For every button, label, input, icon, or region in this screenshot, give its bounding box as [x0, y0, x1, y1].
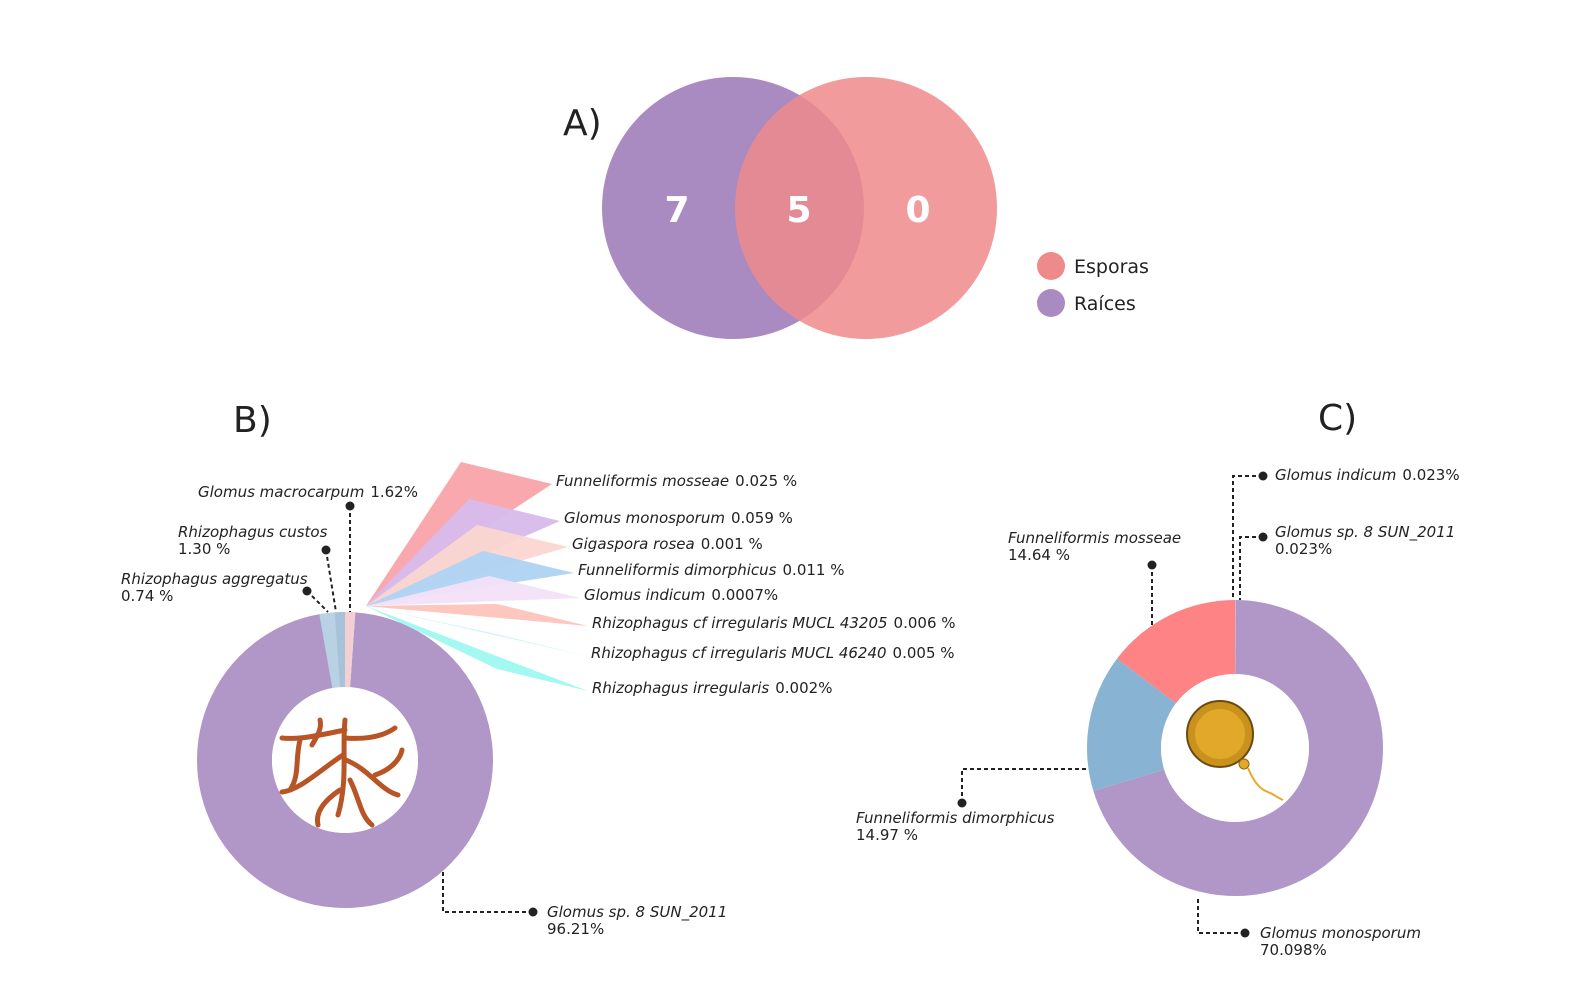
leader-dot — [302, 586, 312, 596]
donut-slice — [1117, 600, 1235, 704]
slice-name: Rhizophagus irregularis — [592, 679, 769, 697]
slice-name: Glomus indicum — [584, 586, 705, 604]
donut-slice — [196, 612, 493, 909]
slice-label: Rhizophagus cf irregularis MUCL 46240 0.0… — [591, 644, 955, 662]
panel-label: B) — [233, 400, 272, 441]
roots-icon — [279, 717, 405, 828]
slice-label: Gigaspora rosea 0.001 % — [572, 535, 763, 553]
slice-name: Rhizophagus cf irregularis MUCL 46240 — [591, 644, 887, 662]
slice-label: Rhizophagus cf irregularis MUCL 43205 0.0… — [592, 614, 956, 632]
slice-label: Glomus indicum 0.0007% — [584, 586, 778, 604]
callout-fan — [366, 551, 574, 606]
small-slices — [334, 612, 345, 688]
slice-name: Funneliformis mosseae — [556, 472, 729, 490]
slice-value: 0.023% — [1402, 466, 1459, 484]
leader-line — [306, 590, 329, 613]
panel-label: C) — [1318, 398, 1357, 439]
slice-name: Rhizophagus cf irregularis MUCL 43205 — [592, 614, 888, 632]
slice-value: 0.025 % — [735, 472, 797, 490]
leader-dot — [321, 545, 331, 555]
slice-value: 0.74 % — [121, 587, 173, 605]
leader-dot — [1147, 560, 1157, 570]
slice-name: Funneliformis mosseae — [1008, 529, 1181, 547]
slice-value: 0.005 % — [893, 644, 955, 662]
slice-value: 0.0007% — [711, 586, 778, 604]
slice-name: Glomus sp. 8 SUN_2011 — [547, 903, 727, 922]
slice-name: Funneliformis dimorphicus — [578, 561, 777, 579]
donut-slice — [1093, 600, 1384, 896]
slice-value: 0.001 % — [701, 535, 763, 553]
slice-value: 14.64 % — [1008, 546, 1070, 564]
slice-name: Glomus sp. 8 SUN_2011 — [1275, 523, 1455, 542]
leader-line — [442, 870, 533, 913]
slice-name: Rhizophagus aggregatus — [121, 570, 308, 588]
slice-value: 14.97 % — [856, 826, 918, 844]
small-slices — [345, 612, 356, 688]
leader-dot — [957, 798, 967, 808]
slice-label: Glomus macrocarpum 1.62% — [198, 483, 418, 501]
slice-name: Glomus monosporum — [564, 509, 725, 527]
slice-value: 0.006 % — [894, 614, 956, 632]
region-count: 5 — [786, 190, 811, 231]
slice-value: 96.21% — [547, 920, 604, 938]
leader-line — [325, 549, 337, 613]
slice-value: 0.002% — [775, 679, 832, 697]
slice-name: Glomus macrocarpum — [198, 483, 364, 501]
leader-dot — [1258, 532, 1268, 542]
slice-value: 1.30 % — [178, 540, 230, 558]
slice-name: Glomus indicum — [1275, 466, 1396, 484]
leader-dot — [1258, 471, 1268, 481]
slice-label: Glomus monosporum 0.059 % — [564, 509, 793, 527]
leader-line — [1197, 898, 1245, 934]
leader-dot — [345, 501, 355, 511]
slice-label: Funneliformis dimorphicus 0.011 % — [578, 561, 844, 579]
callout-fan — [366, 604, 588, 626]
leader-line — [1239, 536, 1263, 600]
callout-fan — [366, 606, 588, 691]
leader-dot — [528, 907, 538, 917]
region-count: 0 — [905, 190, 930, 231]
legend-swatch — [1037, 289, 1065, 317]
slice-label: Glomus indicum 0.023% — [1275, 466, 1460, 484]
legend-label: Esporas — [1074, 256, 1149, 278]
region-count: 7 — [664, 190, 689, 231]
legend-swatch — [1037, 252, 1065, 280]
legend-label: Raíces — [1074, 293, 1136, 315]
donut-slice — [1087, 658, 1177, 791]
panel-label: A) — [563, 103, 602, 144]
venn-set — [735, 77, 997, 339]
slice-name: Glomus monosporum — [1260, 924, 1421, 942]
slice-value: 0.011 % — [783, 561, 845, 579]
slice-name: Gigaspora rosea — [572, 535, 695, 553]
leader-line — [961, 768, 1088, 803]
callout-fan — [366, 606, 587, 656]
slice-value: 0.023% — [1275, 540, 1332, 558]
slice-value: 1.62% — [370, 483, 418, 501]
slice-name: Funneliformis dimorphicus — [856, 809, 1055, 827]
slice-name: Rhizophagus custos — [178, 523, 328, 541]
slice-value: 0.059 % — [731, 509, 793, 527]
slice-label: Rhizophagus irregularis 0.002% — [592, 679, 832, 697]
slice-value: 70.098% — [1260, 941, 1327, 959]
callout-fan — [366, 576, 580, 606]
spore-icon — [1186, 700, 1284, 801]
leader-dot — [1240, 928, 1250, 938]
slice-label: Funneliformis mosseae 0.025 % — [556, 472, 797, 490]
small-slices — [319, 612, 340, 689]
leader-line — [1232, 475, 1263, 600]
